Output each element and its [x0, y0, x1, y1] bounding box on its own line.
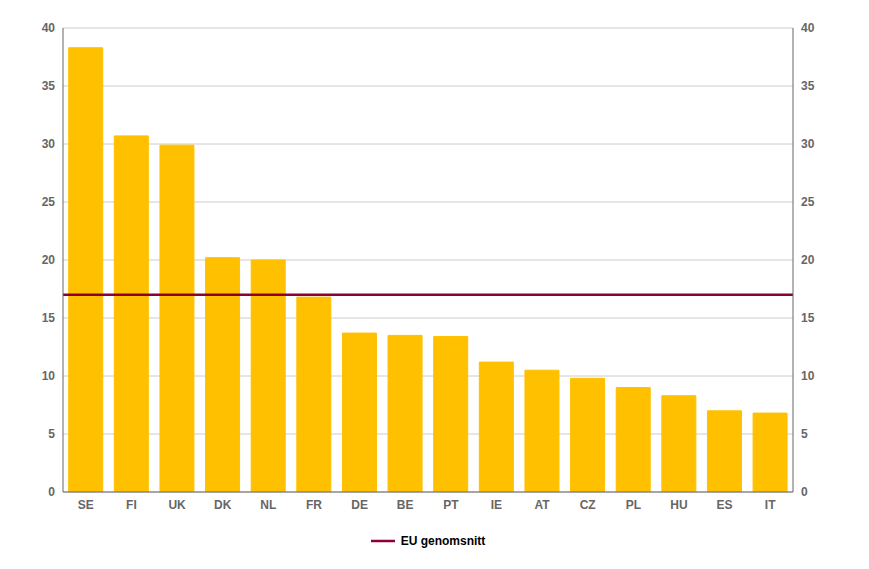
svg-text:AT: AT — [535, 498, 551, 512]
svg-text:NL: NL — [260, 498, 276, 512]
svg-text:15: 15 — [42, 311, 56, 325]
svg-text:DE: DE — [351, 498, 368, 512]
svg-text:40: 40 — [42, 21, 56, 35]
svg-text:20: 20 — [42, 253, 56, 267]
svg-text:35: 35 — [801, 79, 815, 93]
svg-text:0: 0 — [48, 485, 55, 499]
svg-text:PT: PT — [443, 498, 459, 512]
svg-text:PL: PL — [626, 498, 641, 512]
svg-text:IE: IE — [491, 498, 502, 512]
svg-text:25: 25 — [42, 195, 56, 209]
svg-text:15: 15 — [801, 311, 815, 325]
svg-text:BE: BE — [397, 498, 414, 512]
svg-text:10: 10 — [801, 369, 815, 383]
svg-text:5: 5 — [48, 427, 55, 441]
svg-text:20: 20 — [801, 253, 815, 267]
html-text:EU genomsnitt: EU genomsnitt — [400, 534, 486, 548]
svg-text:10: 10 — [42, 369, 56, 383]
svg-text:IT: IT — [765, 498, 776, 512]
svg-text:HU: HU — [670, 498, 687, 512]
svg-text:25: 25 — [801, 195, 815, 209]
svg-text:DK: DK — [214, 498, 232, 512]
svg-text:0: 0 — [801, 485, 808, 499]
svg-text:30: 30 — [42, 137, 56, 151]
svg-text:30: 30 — [801, 137, 815, 151]
svg-text:UK: UK — [168, 498, 186, 512]
svg-text:ES: ES — [717, 498, 733, 512]
svg-text:FR: FR — [306, 498, 322, 512]
svg-text:35: 35 — [42, 79, 56, 93]
svg-text:40: 40 — [801, 21, 815, 35]
svg-text:FI: FI — [126, 498, 137, 512]
svg-text:CZ: CZ — [580, 498, 596, 512]
svg-text:SE: SE — [78, 498, 94, 512]
svg-text:5: 5 — [801, 427, 808, 441]
